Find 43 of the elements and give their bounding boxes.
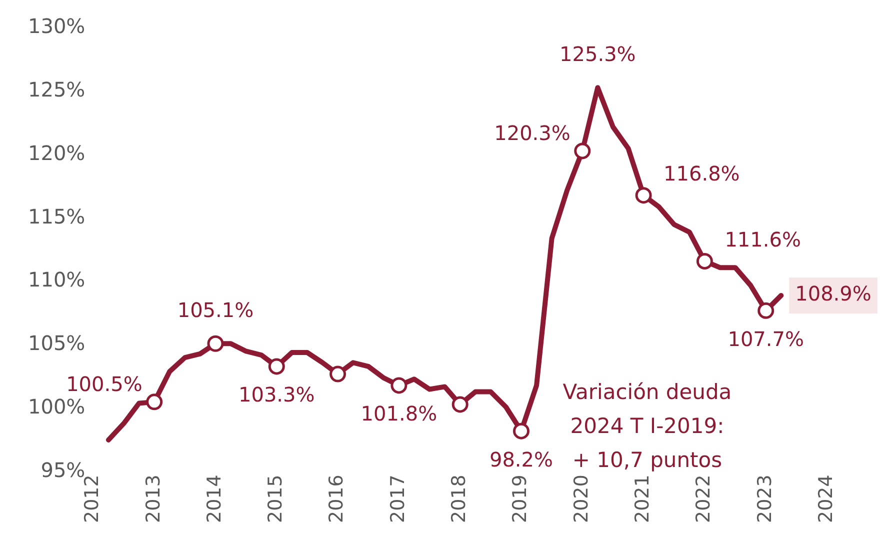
point [758,302,774,319]
y-tick-label: 95% [40,458,86,482]
annotation: Variación deuda 2024 T I-2019: + 10,7 puntos [562,380,732,472]
y-tick-label: 130% [28,14,86,38]
x-tick-label: 2021 [631,474,654,524]
data-label: 105.1% [177,298,254,322]
x-tick-label: 2024 [814,474,837,524]
point [268,358,285,375]
x-tick-label: 2019 [509,474,532,524]
point [207,335,224,352]
data-label: 125.3% [560,42,636,66]
data-label: 98.2% [489,447,554,472]
x-tick-label: 2015 [264,474,287,524]
x-tick-label: 2013 [142,474,164,524]
x-tick-label: 2014 [203,474,226,524]
x-tick-label: 2023 [754,474,776,524]
data-label: 111.6% [724,227,801,252]
data-label: 120.3% [494,121,570,146]
y-tick-label: 120% [28,140,86,165]
data-label: 101.8% [360,402,438,426]
point [635,187,652,204]
data-label: 103.3% [238,382,315,407]
data-label: 107.7% [728,326,804,351]
point [574,142,591,160]
point [330,366,346,382]
y-tick-label: 105% [28,331,86,356]
y-tick-label: 100% [28,394,86,418]
data-label: 116.8% [664,162,740,186]
x-tick-label: 2020 [570,474,592,524]
x-tick-label: 2016 [326,474,348,524]
point [146,394,163,410]
point [452,396,468,413]
x-tick-label: 2022 [692,474,715,524]
y-tick-label: 125% [28,78,86,102]
x-tick-label: 2018 [448,474,470,524]
data-label: 108.9% [795,282,872,306]
y-tick-label: 110% [28,268,86,292]
data-label: 100.5% [66,372,142,396]
y-tick-label: 115% [28,204,86,228]
point [696,252,713,270]
point [390,377,408,394]
point [512,422,530,440]
x-tick-label: 2017 [386,474,409,524]
